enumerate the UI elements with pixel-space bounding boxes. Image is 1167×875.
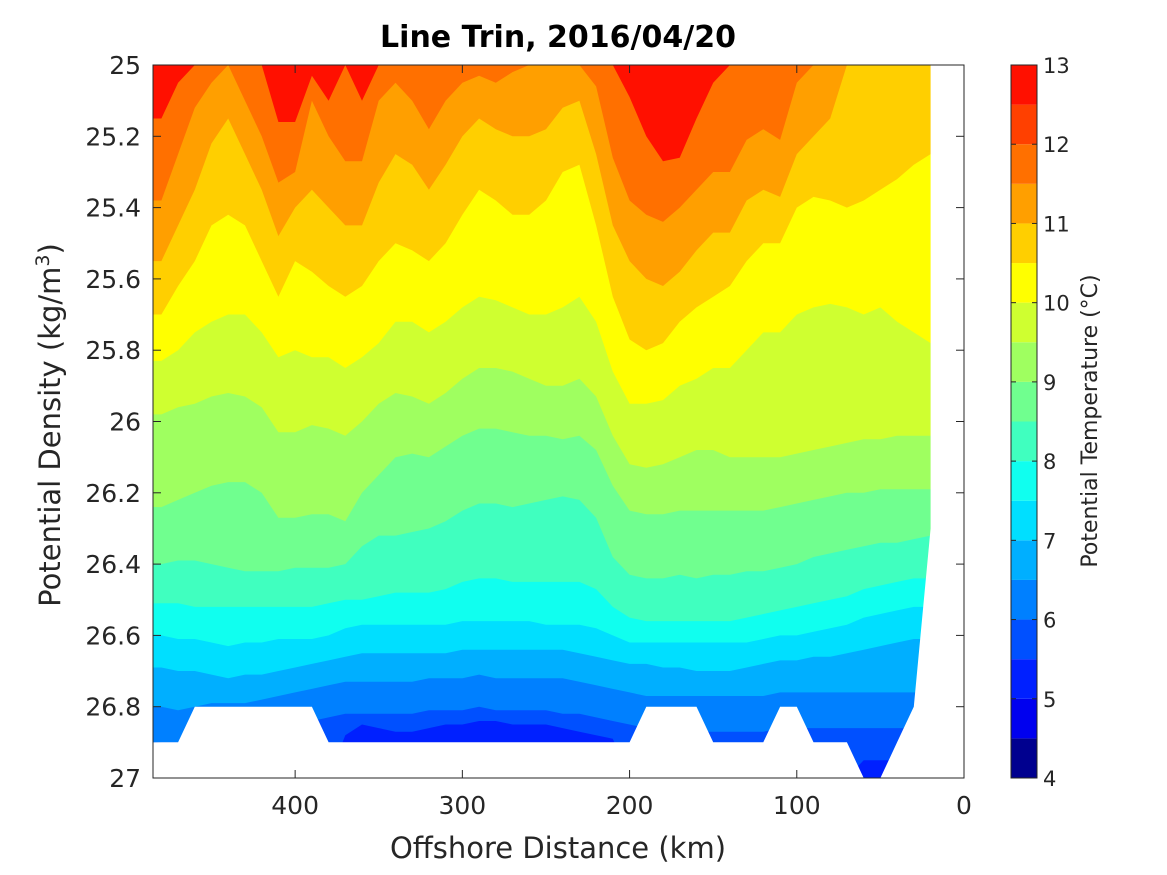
- colorbar-swatch: [1011, 104, 1037, 145]
- y-tick-label: 25: [109, 51, 141, 80]
- y-tick-label: 25.8: [85, 336, 141, 365]
- y-tick-label: 26.4: [85, 550, 141, 579]
- colorbar-swatch: [1011, 421, 1037, 462]
- colorbar-tick-label: 11: [1043, 212, 1070, 236]
- colorbar-swatch: [1011, 65, 1037, 105]
- x-tick-label: 0: [956, 791, 972, 820]
- colorbar-tick-label: 13: [1043, 54, 1070, 78]
- colorbar-swatch: [1011, 698, 1037, 739]
- y-axis-label-main: Potential Density (kg/m: [33, 267, 67, 607]
- colorbar-tick-label: 4: [1043, 767, 1056, 791]
- colorbar-swatch: [1011, 183, 1037, 224]
- y-axis-label-superscript: 3: [32, 254, 54, 266]
- x-axis-label: Offshore Distance (km): [390, 831, 726, 865]
- y-tick-label: 26.6: [85, 621, 141, 650]
- y-axis-label-close: ): [33, 243, 67, 254]
- colorbar-swatch: [1011, 659, 1037, 699]
- colorbar: 4 5 6 7 8 9 10 11 12 13: [1010, 54, 1070, 791]
- colorbar-swatch: [1011, 500, 1037, 541]
- x-tick-label: 200: [606, 791, 654, 820]
- colorbar-tick-label: 12: [1043, 133, 1070, 157]
- y-tick-label: 25.6: [85, 265, 141, 294]
- colorbar-swatch: [1011, 144, 1037, 184]
- colorbar-swatch: [1011, 342, 1037, 382]
- no-data-mask: [153, 65, 964, 778]
- colorbar-tick-label: 9: [1043, 371, 1056, 395]
- colorbar-swatch: [1011, 263, 1037, 303]
- colorbar-tick-label: 10: [1043, 292, 1070, 316]
- colorbar-swatch: [1011, 223, 1037, 264]
- x-tick-label: 400: [271, 791, 319, 820]
- colorbar-swatch: [1011, 461, 1037, 501]
- x-axis: 400 300 200 100 0: [271, 65, 972, 820]
- colorbar-swatch: [1011, 619, 1037, 660]
- y-tick-label: 25.4: [85, 194, 141, 223]
- colorbar-tick-label: 8: [1043, 450, 1056, 474]
- y-tick-label: 26.2: [85, 479, 141, 508]
- colorbar-tick-label: 7: [1043, 529, 1056, 553]
- colorbar-tick-label: 6: [1043, 609, 1056, 633]
- colorbar-tick-label: 5: [1043, 688, 1056, 712]
- y-tick-label: 26.8: [85, 693, 141, 722]
- chart-title: Line Trin, 2016/04/20: [380, 20, 736, 55]
- colorbar-swatch: [1011, 579, 1037, 620]
- y-axis: 25 25.2 25.4 25.6 25.8 26 26.2 26.4 26.6 26.8 27: [85, 51, 964, 793]
- y-tick-label: 27: [109, 764, 141, 793]
- missing-data-region: [153, 65, 964, 778]
- y-tick-label: 25.2: [85, 122, 141, 151]
- colorbar-swatch: [1011, 381, 1037, 422]
- y-axis-label: Potential Density (kg/m3): [32, 243, 67, 607]
- contour-fill-layer: [153, 65, 939, 778]
- colorbar-swatch: [1011, 302, 1037, 343]
- colorbar-swatch: [1011, 540, 1037, 580]
- colorbar-frame: [1010, 64, 1038, 779]
- colorbar-label: Potential Temperature (°C): [1078, 274, 1103, 567]
- y-tick-label: 26: [109, 408, 141, 437]
- colorbar-swatch: [1011, 738, 1037, 778]
- plot-area: [152, 64, 965, 779]
- x-tick-label: 100: [773, 791, 821, 820]
- x-tick-label: 300: [438, 791, 486, 820]
